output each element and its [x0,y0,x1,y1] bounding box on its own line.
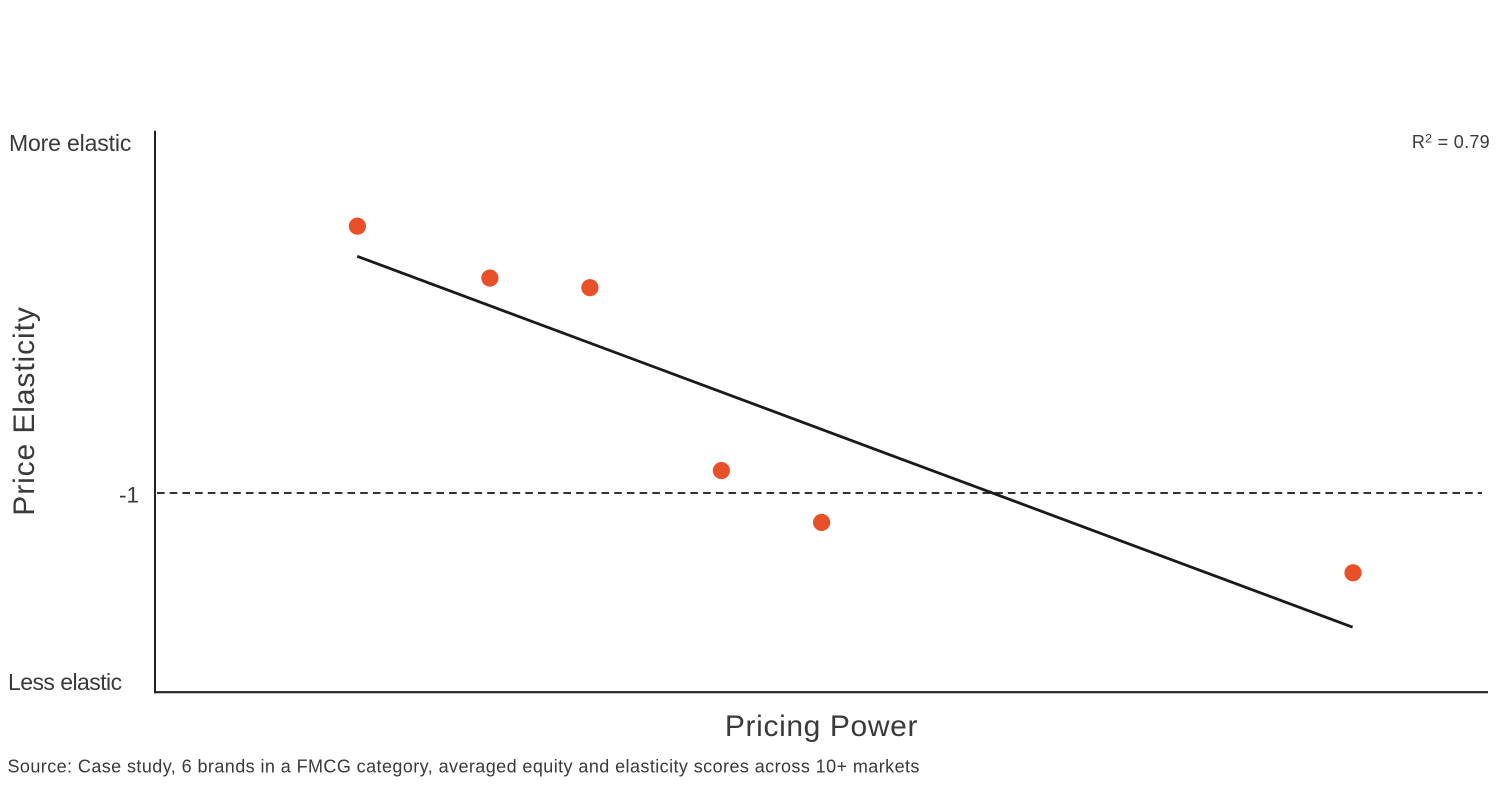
svg-text:Price Elasticity: Price Elasticity [8,306,41,515]
svg-text:Less elastic: Less elastic [8,669,122,695]
svg-text:More elastic: More elastic [9,130,131,156]
svg-text:Source: Case study, 6 brands i: Source: Case study, 6 brands in a FMCG c… [8,757,920,777]
svg-text:R2 = 0.79: R2 = 0.79 [1412,131,1490,152]
svg-text:-1: -1 [119,482,139,507]
svg-text:Pricing Power: Pricing Power [725,710,918,743]
